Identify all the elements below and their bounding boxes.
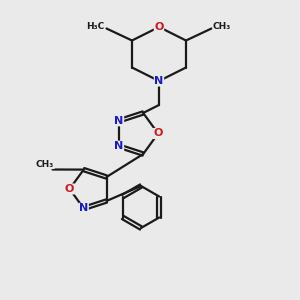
Text: CH₃: CH₃ <box>36 160 54 169</box>
Text: CH₃: CH₃ <box>213 22 231 32</box>
Text: O: O <box>153 128 163 139</box>
Text: O: O <box>154 22 164 32</box>
Text: N: N <box>154 76 164 86</box>
Text: H₃C: H₃C <box>86 22 104 32</box>
Text: O: O <box>65 184 74 194</box>
Text: N: N <box>79 203 88 213</box>
Text: N: N <box>114 116 124 126</box>
Text: N: N <box>114 141 124 151</box>
